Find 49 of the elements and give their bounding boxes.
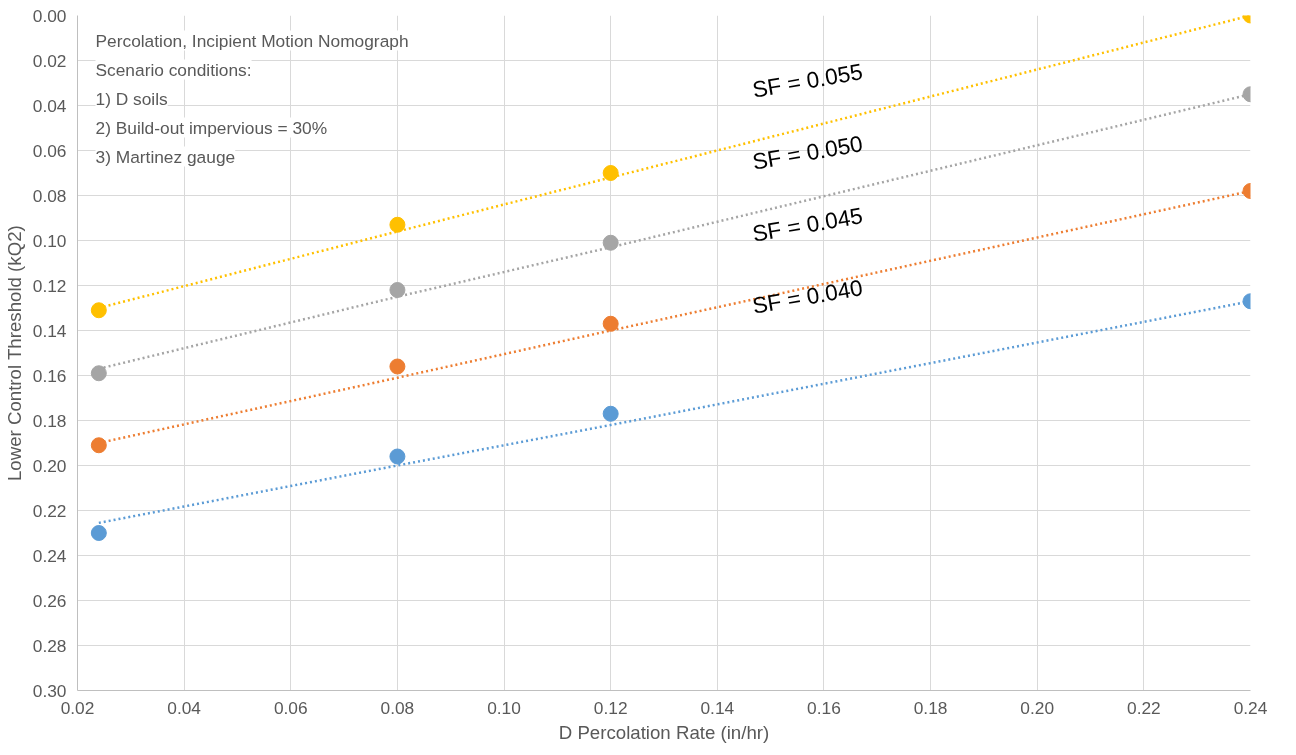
text: Percolation, Incipient Motion Nomograph bbox=[95, 30, 409, 51]
point bbox=[602, 315, 619, 332]
x-tick-label: 0.06 bbox=[273, 697, 308, 718]
annotation: SF = 0.045 bbox=[750, 202, 865, 247]
point bbox=[90, 302, 107, 319]
y-tick-label: 0.22 bbox=[32, 500, 67, 521]
y-tick-label: 0.28 bbox=[32, 635, 67, 656]
y-tick-label: 0.12 bbox=[32, 275, 67, 296]
y-tick-label: 0.02 bbox=[32, 50, 67, 71]
point bbox=[602, 405, 619, 422]
y-tick-label: 0.20 bbox=[32, 455, 67, 476]
y-tick-label: 0.14 bbox=[32, 320, 67, 341]
y-tick-label: 0.18 bbox=[32, 410, 67, 431]
annotation: SF = 0.050 bbox=[750, 130, 865, 175]
y-tick-label: 0.08 bbox=[32, 185, 67, 206]
x-tick-label: 0.22 bbox=[1127, 697, 1161, 718]
y-tick-label: 0.24 bbox=[32, 545, 67, 566]
y-tick-label: 0.00 bbox=[32, 5, 67, 26]
annotation: 3) Martinez gauge bbox=[95, 146, 236, 167]
point bbox=[389, 282, 406, 298]
x-tick-label: 0.16 bbox=[807, 697, 841, 718]
x-tick-label: 0.18 bbox=[913, 697, 948, 718]
x-tick-label: 0.20 bbox=[1020, 697, 1055, 718]
annotation: 1) D soils bbox=[95, 88, 169, 109]
x-axis-title: D Percolation Rate (in/hr) bbox=[558, 721, 770, 743]
annotation: SF = 0.055 bbox=[750, 58, 865, 103]
point bbox=[389, 448, 406, 465]
x-tick-label: 0.10 bbox=[487, 697, 521, 718]
point bbox=[389, 358, 406, 375]
point bbox=[602, 234, 619, 251]
point bbox=[90, 525, 107, 541]
y-tick-label: 0.10 bbox=[32, 230, 67, 251]
annotation: Scenario conditions: bbox=[95, 59, 252, 80]
annotation: SF = 0.040 bbox=[750, 274, 865, 319]
y-axis-title: Lower Control Threshold (kQ2) bbox=[3, 225, 25, 482]
annotation: 2) Build-out impervious = 30% bbox=[95, 117, 328, 138]
y-tick-label: 0.16 bbox=[32, 365, 67, 386]
point bbox=[389, 216, 406, 233]
x-tick-label: 0.08 bbox=[380, 697, 415, 718]
point bbox=[602, 165, 619, 181]
x-tick-label: 0.24 bbox=[1233, 697, 1268, 718]
x-tick-label: 0.12 bbox=[593, 697, 628, 718]
point bbox=[90, 437, 107, 454]
y-tick-label: 0.04 bbox=[32, 95, 67, 116]
point bbox=[90, 365, 107, 382]
y-tick-label: 0.06 bbox=[32, 140, 67, 161]
x-tick-label: 0.04 bbox=[167, 697, 202, 718]
y-tick-label: 0.26 bbox=[32, 590, 67, 611]
x-tick-label: 0.14 bbox=[700, 697, 735, 718]
